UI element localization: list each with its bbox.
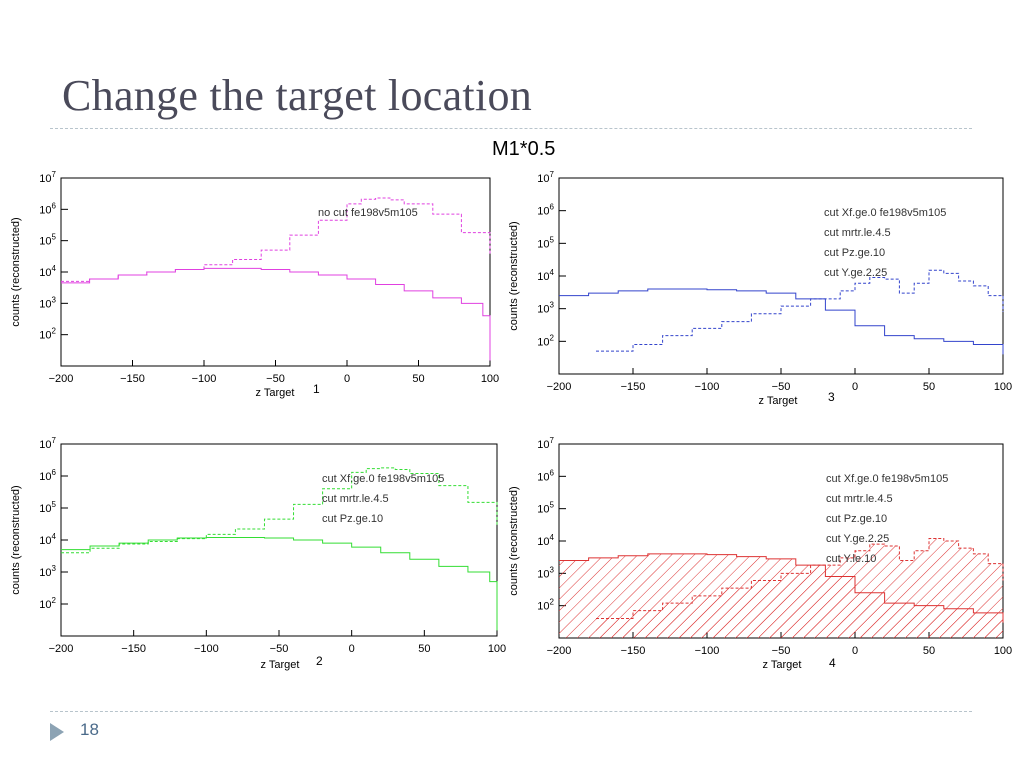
y-tick-label: 102	[537, 598, 554, 613]
y-tick-label: 102	[537, 333, 554, 348]
y-axis-label: counts (reconstructed)	[508, 486, 520, 595]
x-tick-label: −100	[695, 381, 720, 393]
y-tick-label: 107	[537, 436, 554, 451]
x-tick-label: −100	[695, 645, 720, 657]
x-tick-label: −200	[49, 643, 74, 655]
series-line-2	[61, 536, 498, 631]
x-tick-label: 0	[852, 381, 858, 393]
legend-entry: cut Pz.ge.10	[322, 513, 383, 525]
y-axis-label: counts (reconstructed)	[10, 485, 22, 594]
x-tick-label: −50	[266, 373, 285, 385]
y-tick-label: 103	[39, 295, 56, 310]
slide-subtitle: M1*0.5	[492, 138, 556, 160]
y-tick-label: 104	[537, 533, 554, 548]
series-line-2	[596, 269, 1004, 352]
y-tick-label: 107	[39, 170, 56, 185]
series-line-2	[596, 537, 1004, 620]
x-tick-label: −200	[547, 645, 572, 657]
x-tick-label: −50	[772, 381, 791, 393]
x-tick-label: 50	[923, 645, 935, 657]
y-axis-label: counts (reconstructed)	[508, 221, 520, 330]
panel-number: 3	[828, 390, 835, 404]
x-tick-label: 0	[852, 645, 858, 657]
series-area-2	[596, 538, 1003, 638]
x-tick-label: 0	[344, 373, 350, 385]
x-tick-label: 100	[488, 643, 506, 655]
y-tick-label: 105	[537, 501, 554, 516]
y-tick-label: 102	[39, 327, 56, 342]
x-axis-label: z Target	[763, 659, 802, 671]
x-axis-label: z Target	[261, 659, 300, 671]
panel-number: 2	[316, 654, 323, 668]
legend-entry: cut Y.ge.2.25	[824, 267, 887, 279]
legend-entry: cut mrtr.le.4.5	[322, 493, 389, 505]
x-tick-label: −100	[194, 643, 219, 655]
legend-entry: cut Xf.ge.0 fe198v5m105	[826, 473, 948, 485]
page-number: 18	[80, 720, 99, 739]
x-tick-label: 0	[349, 643, 355, 655]
x-tick-label: −150	[121, 643, 146, 655]
y-tick-label: 103	[39, 564, 56, 579]
y-tick-label: 103	[537, 565, 554, 580]
y-tick-label: 105	[39, 500, 56, 515]
panel-number: 1	[313, 382, 320, 396]
x-axis-label: z Target	[256, 387, 295, 399]
y-tick-label: 105	[537, 235, 554, 250]
legend-entry: cut Y.ge.2.25	[826, 533, 889, 545]
chart-panel-2: −200 −150 −100 −50 0 50 100 102 103 104 105 106 107 z…	[10, 436, 506, 671]
x-tick-label: −200	[547, 381, 572, 393]
x-tick-label: 100	[994, 381, 1012, 393]
legend-entry: cut Xf.ge.0 fe198v5m105	[824, 207, 946, 219]
y-tick-label: 104	[39, 264, 56, 279]
footer-arrow-icon	[50, 723, 64, 741]
x-tick-label: −150	[621, 645, 646, 657]
x-tick-label: −50	[772, 645, 791, 657]
series-line-1	[61, 197, 491, 282]
x-tick-label: 100	[994, 645, 1012, 657]
y-tick-label: 102	[39, 596, 56, 611]
legend-entry: cut mrtr.le.4.5	[826, 493, 893, 505]
x-tick-label: −100	[192, 373, 217, 385]
x-tick-label: 100	[481, 373, 499, 385]
plot-frame	[60, 177, 491, 367]
y-tick-label: 104	[537, 268, 554, 283]
y-tick-label: 106	[537, 203, 554, 218]
y-tick-label: 104	[39, 532, 56, 547]
x-tick-label: 50	[418, 643, 430, 655]
series-line-2	[61, 267, 491, 361]
legend-entry: cut Y.le.10	[826, 553, 876, 565]
x-tick-label: 50	[412, 373, 424, 385]
y-tick-label: 106	[39, 201, 56, 216]
panel-number: 4	[829, 656, 836, 670]
y-tick-label: 106	[39, 468, 56, 483]
legend-entry: cut Xf.ge.0 fe198v5m105	[322, 473, 444, 485]
y-tick-label: 106	[537, 468, 554, 483]
series-line-1	[559, 288, 1004, 355]
y-tick-label: 105	[39, 233, 56, 248]
y-tick-label: 107	[537, 170, 554, 185]
y-axis-label: counts (reconstructed)	[10, 217, 22, 326]
chart-panel-1: −200 −150 −100 −50 0 50 100 102 103 104 105 106 107 z…	[10, 170, 499, 399]
y-tick-label: 107	[39, 436, 56, 451]
title-divider	[50, 128, 972, 129]
y-tick-label: 103	[537, 301, 554, 316]
x-tick-label: −200	[49, 373, 74, 385]
x-tick-label: −50	[270, 643, 289, 655]
legend-entry: cut Pz.ge.10	[826, 513, 887, 525]
x-tick-label: −150	[120, 373, 145, 385]
chart-panel-4: −200 −150 −100 −50 0 50 100 102 103 104 105 106 107 z…	[508, 436, 1012, 671]
legend-entry: no cut fe198v5m105	[318, 207, 418, 219]
legend-entry: cut Pz.ge.10	[824, 247, 885, 259]
x-tick-label: −150	[621, 381, 646, 393]
legend-entry: cut mrtr.le.4.5	[824, 227, 891, 239]
slide-title: Change the target location	[62, 71, 533, 120]
chart-panel-3: −200 −150 −100 −50 0 50 100 102 103 104 105 106 107 z…	[508, 170, 1012, 407]
x-tick-label: 50	[923, 381, 935, 393]
x-axis-label: z Target	[759, 395, 798, 407]
footer-divider	[50, 711, 972, 712]
